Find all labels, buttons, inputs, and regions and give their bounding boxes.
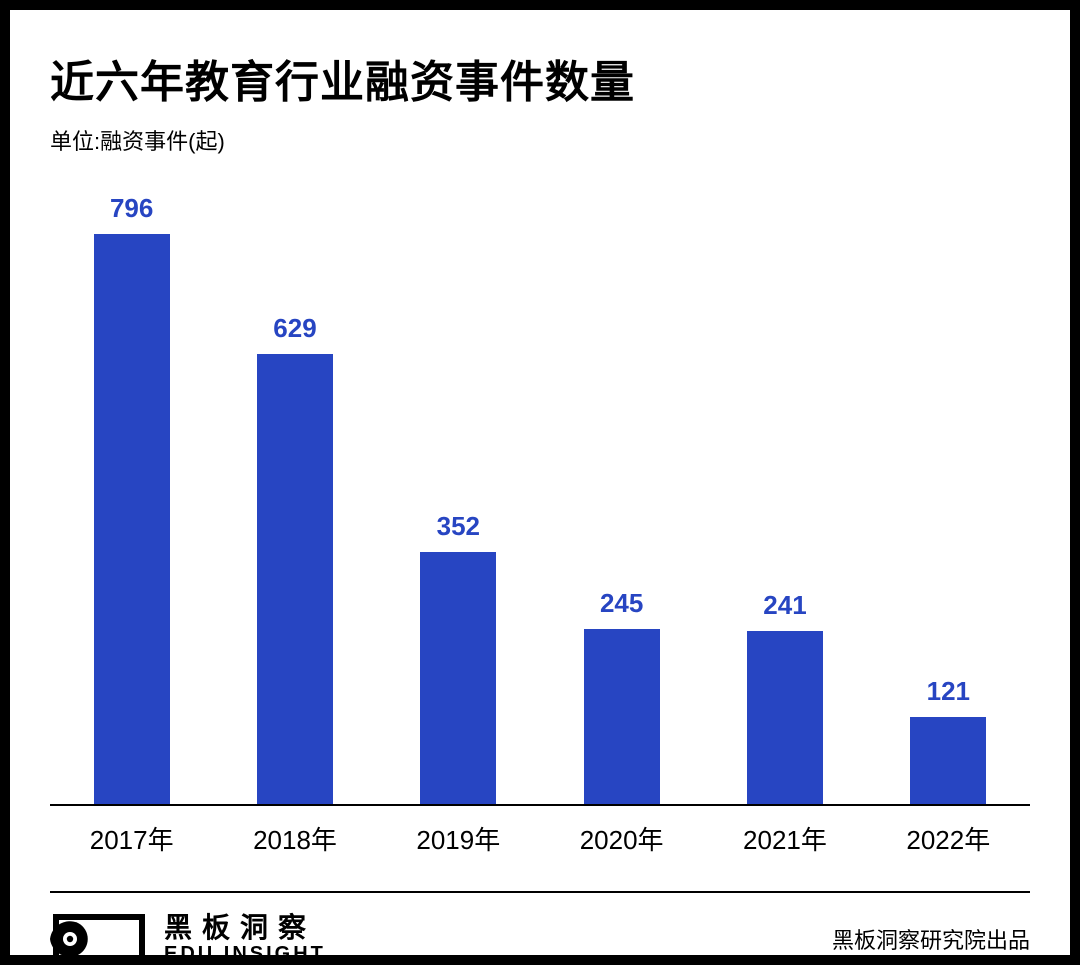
chart-subtitle: 单位:融资事件(起) <box>50 124 1030 156</box>
x-axis-label: 2017年 <box>50 820 213 857</box>
bar-slot: 796 <box>50 166 213 804</box>
brand-text: 黑板洞察 EDU INSIGHT <box>164 913 326 966</box>
x-axis-label: 2021年 <box>703 820 866 857</box>
footer: 黑板洞察 EDU INSIGHT 黑板洞察研究院出品 <box>50 893 1030 967</box>
bar-value-label: 245 <box>600 588 643 619</box>
bar <box>420 552 496 804</box>
bar-value-label: 241 <box>763 590 806 621</box>
x-axis-label: 2020年 <box>540 820 703 857</box>
bar <box>584 629 660 804</box>
bar-slot: 245 <box>540 166 703 804</box>
bar <box>747 631 823 804</box>
brand-name-en: EDU INSIGHT <box>164 943 326 965</box>
bar-value-label: 352 <box>437 511 480 542</box>
bar <box>910 717 986 804</box>
brand-block: 黑板洞察 EDU INSIGHT <box>50 911 326 967</box>
bar-value-label: 796 <box>110 193 153 224</box>
bar-slot: 241 <box>703 166 866 804</box>
chart-area: 796 629 352 245 241 121 <box>50 166 1030 806</box>
bar-container: 796 629 352 245 241 121 <box>50 166 1030 806</box>
bar <box>94 234 170 804</box>
x-axis-label: 2019年 <box>377 820 540 857</box>
x-axis-label: 2022年 <box>867 820 1030 857</box>
bar-slot: 121 <box>867 166 1030 804</box>
bar-value-label: 629 <box>273 313 316 344</box>
bar-slot: 352 <box>377 166 540 804</box>
brand-logo-icon <box>50 911 148 967</box>
bar-slot: 629 <box>213 166 376 804</box>
x-axis-labels: 2017年2018年2019年2020年2021年2022年 <box>50 820 1030 857</box>
x-axis-label: 2018年 <box>213 820 376 857</box>
bar-value-label: 121 <box>927 676 970 707</box>
bar <box>257 354 333 804</box>
brand-name-cn: 黑板洞察 <box>164 913 326 944</box>
footer-credit: 黑板洞察研究院出品 <box>832 923 1030 955</box>
chart-frame: 近六年教育行业融资事件数量 单位:融资事件(起) 796 629 352 245 241… <box>0 0 1080 965</box>
chart-title: 近六年教育行业融资事件数量 <box>50 46 1030 110</box>
